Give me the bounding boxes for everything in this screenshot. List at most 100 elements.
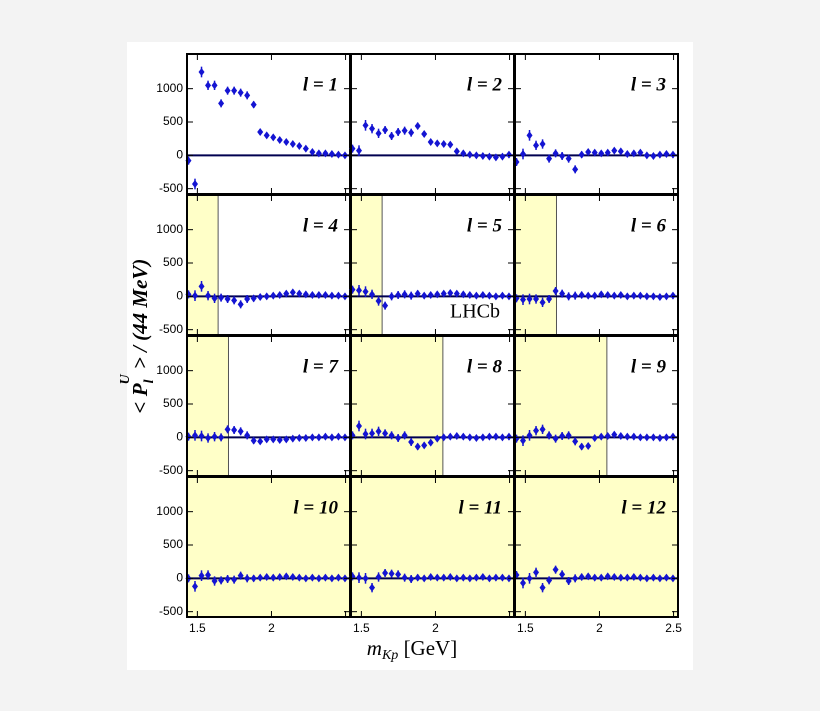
data-point	[205, 81, 212, 90]
data-point	[369, 583, 376, 592]
data-point	[598, 432, 605, 441]
data-point	[453, 574, 460, 583]
data-point	[375, 427, 382, 436]
data-point	[244, 91, 251, 100]
data-point	[421, 130, 428, 138]
data-point	[643, 292, 650, 301]
data-point	[276, 291, 283, 299]
annotation: LHCb	[450, 301, 500, 323]
shaded-region	[515, 477, 678, 617]
data-point	[637, 291, 644, 300]
data-point	[283, 289, 290, 298]
data-point	[572, 437, 579, 446]
data-point	[270, 573, 277, 582]
data-point	[224, 575, 231, 583]
data-point	[421, 574, 428, 583]
data-point	[302, 290, 309, 299]
data-point	[624, 432, 631, 441]
data-point	[388, 431, 395, 440]
data-point	[539, 298, 546, 307]
data-point	[440, 289, 447, 298]
y-tick-label: 1000	[156, 222, 183, 236]
data-point	[520, 579, 527, 587]
data-point	[263, 292, 270, 301]
x-tick-label: 2	[268, 621, 275, 635]
data-point	[408, 128, 415, 137]
data-point	[198, 68, 205, 76]
shaded-region	[187, 477, 350, 617]
data-point	[486, 291, 493, 300]
data-point	[356, 286, 363, 295]
data-point	[585, 291, 592, 300]
data-point	[546, 576, 553, 585]
data-point	[585, 148, 592, 156]
data-point	[473, 434, 480, 442]
panel-label: l = 6	[631, 215, 667, 236]
shaded-region	[515, 195, 557, 335]
data-point	[559, 432, 566, 440]
data-point	[598, 573, 605, 582]
data-point	[276, 436, 283, 444]
panel-label: l = 12	[621, 497, 666, 518]
panel-label: l = 5	[467, 215, 503, 236]
panel-label: l = 9	[631, 356, 667, 377]
data-point	[395, 570, 402, 579]
data-point	[617, 432, 624, 440]
data-point	[231, 296, 238, 305]
shaded-region	[351, 195, 383, 335]
data-point	[408, 291, 415, 300]
data-point	[263, 131, 270, 140]
y-label-sup: U	[118, 373, 133, 384]
data-point	[244, 431, 251, 440]
data-point	[565, 154, 572, 163]
data-point	[650, 573, 657, 582]
y-tick-label: 0	[176, 148, 183, 162]
data-point	[270, 435, 277, 444]
x-tick-label: 1.5	[353, 621, 370, 635]
data-point	[205, 291, 212, 300]
data-point	[440, 140, 447, 148]
data-point	[244, 574, 251, 583]
data-point	[198, 571, 205, 580]
data-point	[335, 573, 342, 582]
data-point	[362, 287, 369, 296]
data-point	[552, 565, 559, 574]
data-point	[624, 150, 631, 158]
data-point	[224, 425, 231, 434]
data-point	[572, 291, 579, 300]
data-point	[289, 434, 296, 443]
data-point	[505, 432, 512, 441]
data-point	[669, 291, 676, 300]
data-point	[283, 572, 290, 581]
data-point	[486, 574, 493, 583]
data-point	[447, 289, 454, 297]
data-point	[257, 128, 264, 136]
shaded-region	[351, 336, 443, 476]
data-point	[296, 434, 303, 442]
data-point	[414, 122, 421, 130]
data-point	[309, 148, 316, 156]
panel-label: l = 7	[303, 356, 340, 377]
data-point	[539, 583, 546, 592]
x-label-main: m	[367, 636, 382, 660]
data-point	[244, 295, 251, 303]
data-point	[598, 290, 605, 299]
data-point	[289, 288, 296, 297]
data-point	[302, 144, 309, 153]
data-point	[526, 431, 533, 440]
panel-background	[187, 54, 350, 194]
data-point	[630, 149, 637, 158]
data-point	[520, 436, 527, 445]
data-point	[309, 433, 316, 442]
data-point	[479, 433, 486, 442]
data-point	[224, 295, 231, 303]
data-point	[211, 432, 218, 441]
y-tick-label: -500	[159, 322, 183, 336]
data-point	[395, 128, 402, 136]
data-point	[578, 291, 585, 299]
data-point	[656, 150, 663, 159]
data-point	[257, 293, 264, 301]
data-point	[231, 575, 238, 584]
data-point	[257, 437, 264, 446]
